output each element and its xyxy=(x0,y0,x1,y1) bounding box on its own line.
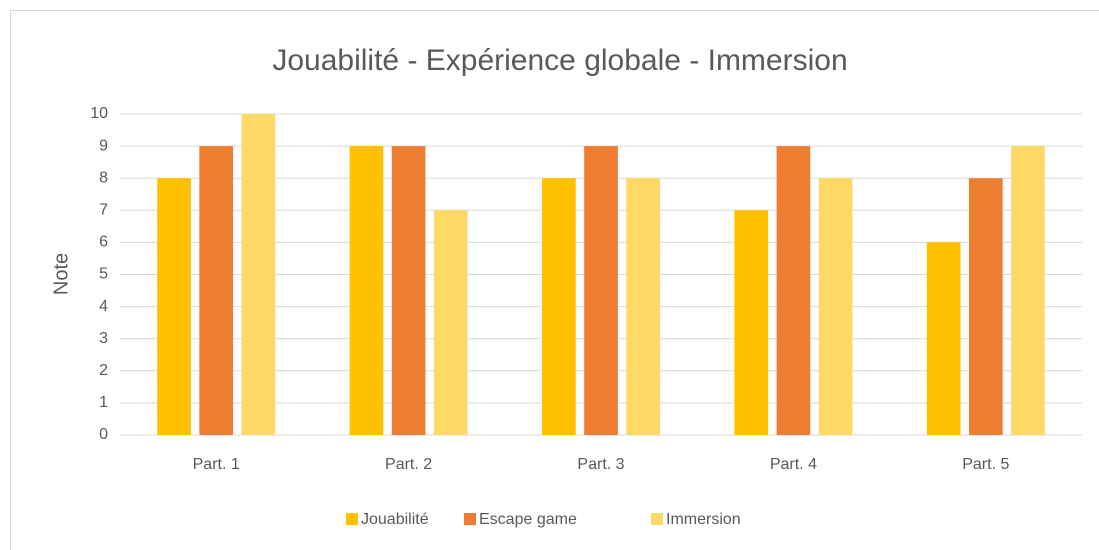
bar xyxy=(776,146,811,435)
bar xyxy=(391,146,426,435)
y-tick-label: 3 xyxy=(99,330,108,347)
y-tick-label: 9 xyxy=(99,137,108,154)
y-tick-label: 8 xyxy=(99,169,108,186)
y-tick-label: 6 xyxy=(99,234,108,251)
chart-title: Jouabilité - Expérience globale - Immers… xyxy=(272,44,847,77)
legend-label: Escape game xyxy=(479,511,577,528)
legend-label: Immersion xyxy=(666,511,741,528)
y-tick-label: 1 xyxy=(99,394,108,411)
y-axis-label: Note xyxy=(50,253,72,295)
legend-label: Jouabilité xyxy=(361,511,429,528)
bar xyxy=(818,178,853,435)
bar xyxy=(968,178,1003,435)
bar xyxy=(199,146,234,435)
y-tick-label: 7 xyxy=(99,202,108,219)
x-tick-label: Part. 3 xyxy=(577,456,624,473)
bar xyxy=(241,114,276,435)
legend-swatch xyxy=(346,513,358,525)
bar xyxy=(926,242,961,435)
bar xyxy=(584,146,618,435)
y-tick-label: 0 xyxy=(99,426,108,443)
bar xyxy=(349,146,384,435)
x-tick-label: Part. 1 xyxy=(193,456,240,473)
bar xyxy=(734,210,769,435)
x-tick-label: Part. 2 xyxy=(385,456,432,473)
bar xyxy=(433,210,468,435)
legend-swatch xyxy=(651,513,663,525)
y-tick-label: 5 xyxy=(99,266,108,283)
bar xyxy=(1011,146,1045,435)
legend-swatch xyxy=(464,513,476,525)
y-tick-label: 2 xyxy=(99,362,108,379)
x-tick-label: Part. 4 xyxy=(770,456,817,473)
y-tick-label: 4 xyxy=(99,298,108,315)
chart-border xyxy=(10,10,1099,550)
bar xyxy=(542,178,576,435)
x-tick-label: Part. 5 xyxy=(962,456,1009,473)
y-tick-label: 10 xyxy=(90,105,108,122)
bar xyxy=(626,178,660,435)
bar xyxy=(157,178,191,435)
